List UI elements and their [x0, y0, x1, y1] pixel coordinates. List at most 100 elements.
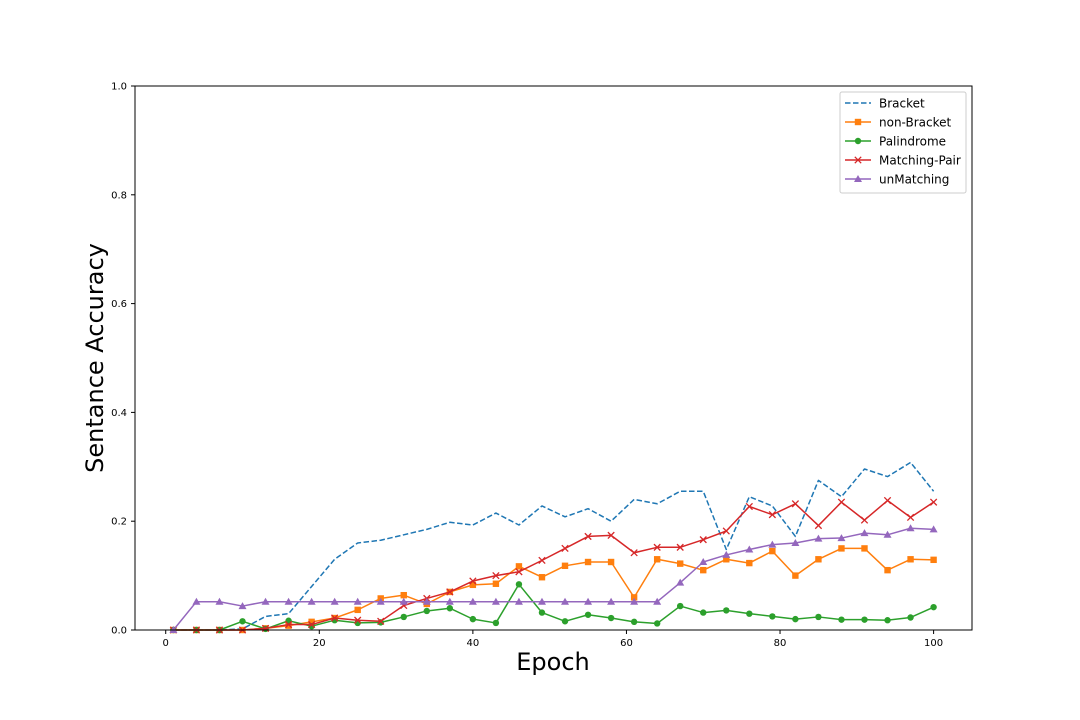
data-point	[929, 498, 938, 506]
data-point	[423, 607, 430, 615]
data-point	[469, 581, 477, 589]
data-point	[538, 574, 546, 581]
data-point	[584, 558, 592, 566]
y-axis-title: Sentance Accuracy	[81, 243, 109, 473]
data-point	[492, 619, 500, 627]
legend-label: Palindrome	[879, 135, 946, 149]
data-point	[630, 549, 638, 557]
data-point	[722, 527, 730, 535]
data-point	[514, 597, 523, 605]
data-point	[745, 502, 753, 511]
data-point	[746, 559, 753, 567]
data-point	[860, 529, 869, 537]
data-point	[861, 616, 868, 623]
data-point	[561, 562, 569, 570]
data-point	[838, 545, 845, 552]
data-point	[792, 615, 799, 623]
series-non-bracket	[170, 545, 937, 634]
data-point	[422, 597, 431, 605]
y-tick-label: 1.0	[111, 82, 127, 93]
data-point	[284, 597, 293, 605]
legend-label: non-Bracket	[879, 116, 951, 130]
data-point	[538, 556, 546, 565]
data-point	[700, 609, 707, 616]
data-point	[884, 617, 891, 624]
data-point	[653, 543, 661, 551]
legend-entry-matching-pair: Matching-Pair	[845, 154, 961, 168]
legend-entry-unmatching: unMatching	[845, 173, 949, 187]
data-point	[630, 597, 639, 605]
data-point	[354, 606, 361, 614]
x-tick-label: 0	[163, 638, 169, 649]
data-point	[907, 556, 914, 563]
x-tick-label: 20	[313, 638, 326, 649]
data-point	[400, 591, 407, 599]
data-point	[815, 613, 822, 621]
data-point	[769, 613, 776, 620]
y-tick-label: 0.4	[111, 408, 127, 419]
data-point	[584, 532, 592, 541]
data-point	[491, 597, 500, 605]
data-point	[492, 571, 500, 580]
legend-entry-palindrome: Palindrome	[845, 135, 946, 149]
data-point	[814, 534, 823, 542]
y-tick-label: 0.8	[111, 190, 127, 201]
data-point	[791, 538, 800, 546]
data-point	[538, 609, 546, 616]
data-point	[768, 511, 777, 519]
data-point	[723, 607, 730, 614]
data-point	[676, 543, 684, 551]
series-unmatching	[169, 524, 938, 633]
data-point	[446, 588, 454, 596]
data-point	[929, 525, 938, 533]
data-point	[745, 545, 754, 553]
data-point	[537, 597, 546, 605]
x-tick-label: 40	[467, 638, 480, 649]
series-line-matching-pair	[173, 499, 935, 631]
data-point	[653, 556, 661, 563]
legend-marker	[854, 118, 862, 126]
data-point	[791, 500, 800, 508]
data-point	[399, 597, 408, 605]
legend-entry-bracket: Bracket	[845, 97, 925, 111]
data-point	[261, 597, 270, 605]
data-point	[561, 597, 570, 605]
data-point	[676, 578, 685, 586]
data-point	[653, 620, 661, 627]
data-point	[584, 597, 593, 605]
data-point	[860, 516, 869, 524]
data-point	[469, 615, 477, 623]
data-point	[746, 610, 753, 617]
data-point	[515, 581, 523, 588]
y-tick-label: 0.2	[111, 517, 127, 528]
legend-marker	[854, 156, 862, 164]
data-point	[468, 597, 477, 605]
data-point	[883, 530, 892, 538]
data-point	[192, 597, 201, 605]
data-point	[285, 622, 292, 629]
data-point	[307, 620, 316, 629]
x-tick-label: 100	[924, 638, 943, 649]
series-bracket	[173, 461, 935, 631]
data-point	[769, 547, 776, 555]
data-point	[284, 620, 293, 629]
x-axis: 0 20 40 60 80 100	[163, 630, 943, 649]
data-point	[445, 597, 454, 605]
data-point	[700, 566, 707, 574]
data-point	[723, 556, 730, 563]
data-point	[906, 524, 915, 532]
data-point	[238, 602, 247, 610]
data-point	[884, 566, 891, 574]
y-tick-label: 0.6	[111, 299, 127, 310]
data-point	[607, 531, 615, 540]
data-point	[815, 556, 822, 563]
data-point	[353, 597, 362, 605]
data-point	[722, 550, 731, 558]
data-point	[837, 498, 846, 506]
data-point	[330, 614, 339, 622]
legend-entry-non-bracket: non-Bracket	[845, 116, 951, 130]
data-point	[330, 597, 339, 605]
data-point	[699, 536, 707, 544]
data-point	[677, 560, 684, 567]
